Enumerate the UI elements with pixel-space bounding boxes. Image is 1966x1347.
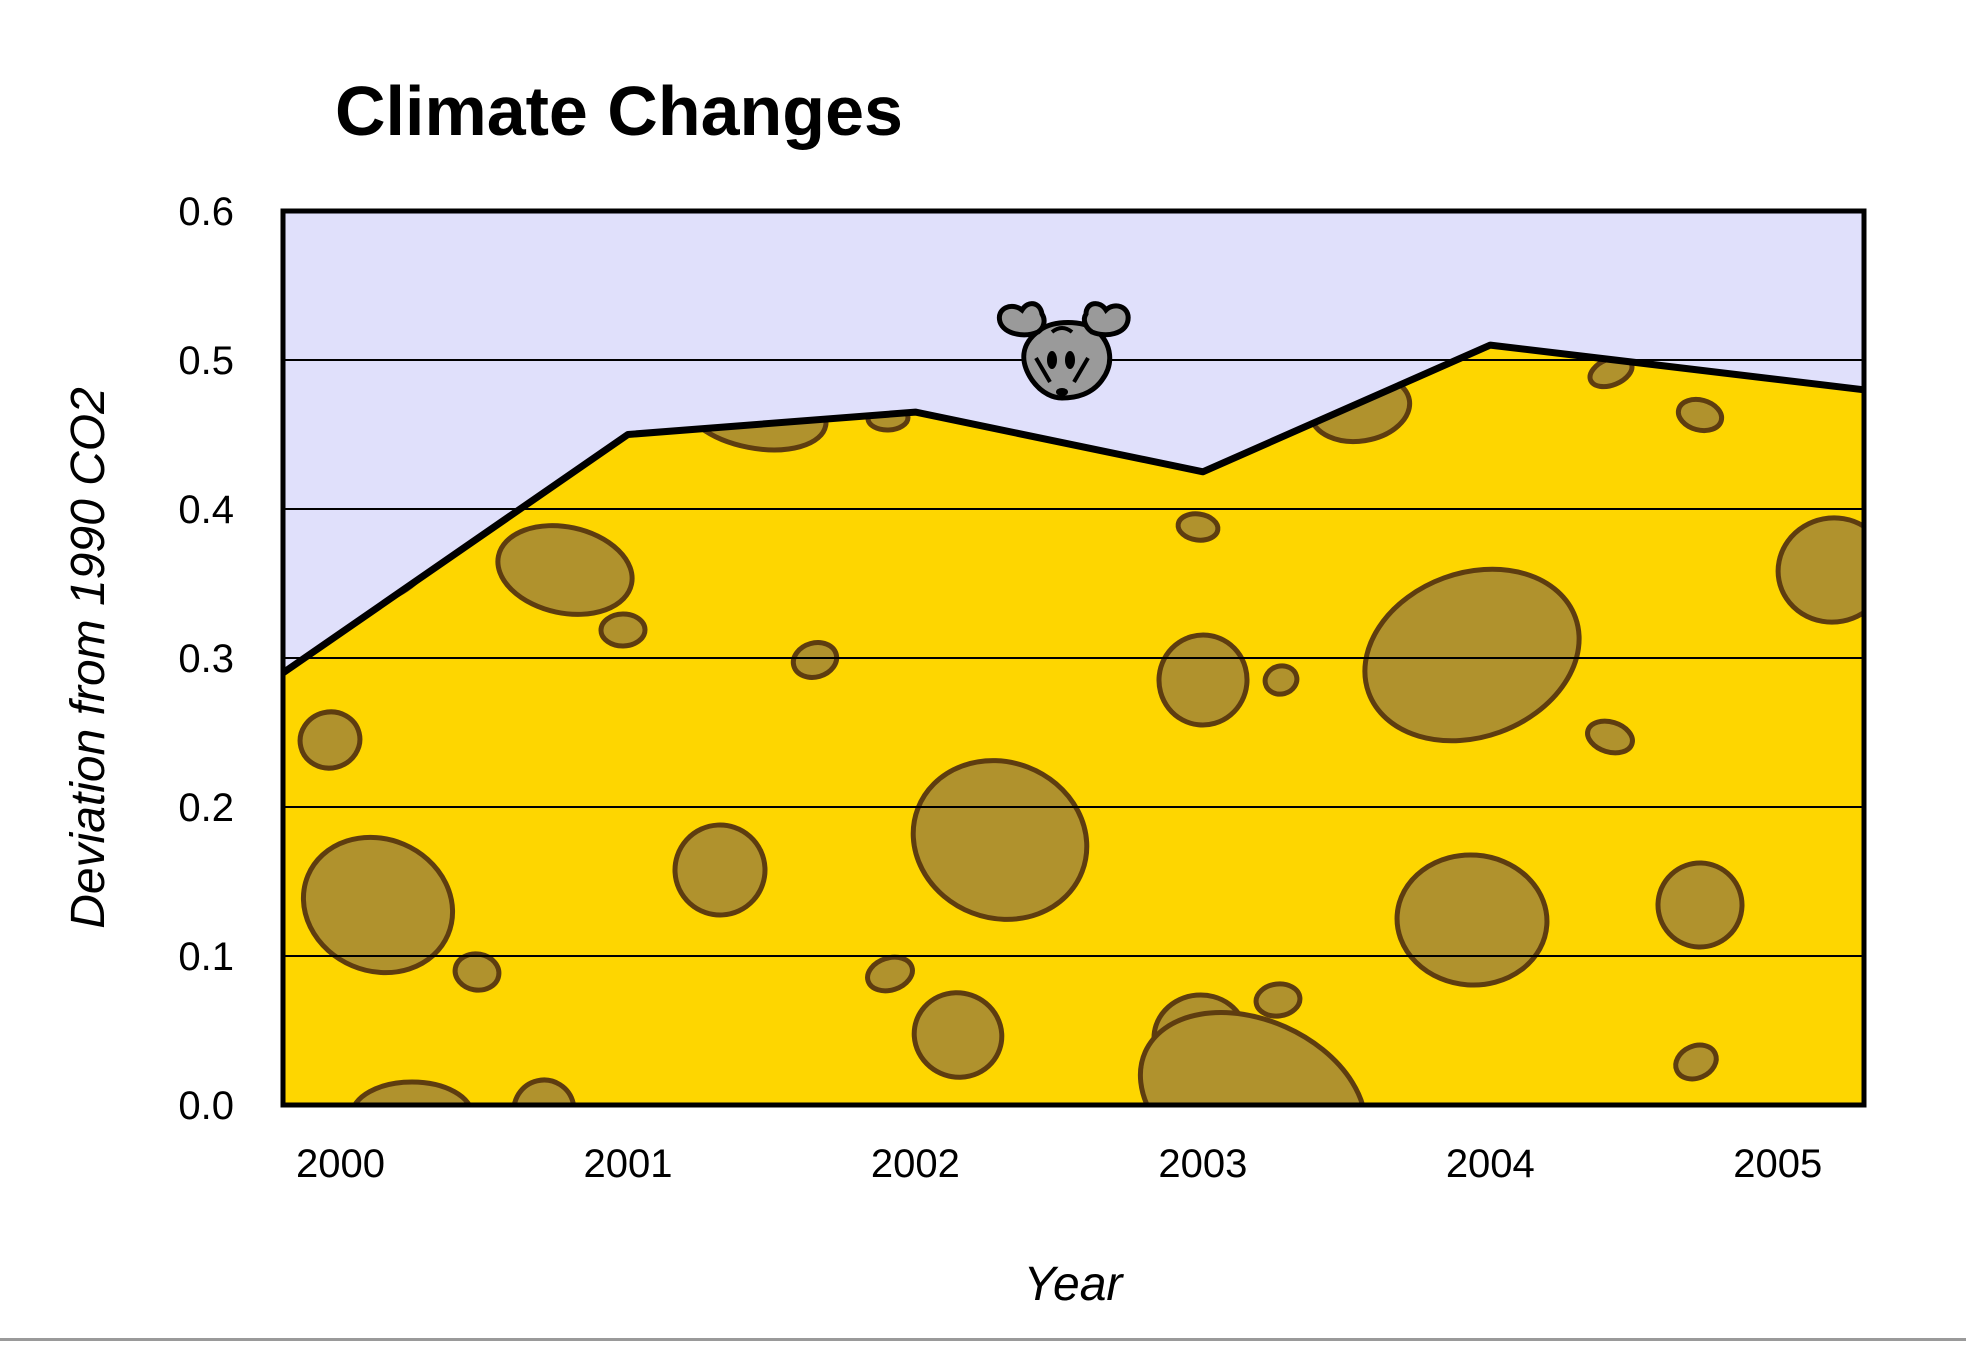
cheese-hole <box>495 523 635 617</box>
y-tick-label: 0.4 <box>178 488 234 532</box>
bottom-divider <box>0 1338 1966 1341</box>
y-tick-label: 0.5 <box>178 339 234 383</box>
y-axis-label: Deviation from 1990 CO2 <box>62 387 115 929</box>
cheese-hole <box>672 822 768 918</box>
plot-frame <box>280 208 1867 1108</box>
cheese-hole <box>1175 511 1221 543</box>
y-tick-label: 0.3 <box>178 637 234 681</box>
x-axis-label: Year <box>1024 1258 1125 1311</box>
cheese-hole <box>790 640 840 680</box>
cheese-hole <box>452 951 502 993</box>
cheese-hole <box>300 834 456 976</box>
cheese-hole <box>1775 515 1864 625</box>
cheese-hole <box>1585 718 1635 756</box>
cheese-hole <box>1655 860 1745 950</box>
cheese-hole <box>1675 396 1725 434</box>
cheese-hole <box>1673 1042 1719 1082</box>
y-tick-label: 0.1 <box>178 935 234 979</box>
cheese-hole <box>1137 1010 1369 1105</box>
cheese-hole <box>1262 663 1300 697</box>
cheese-hole <box>349 1079 475 1105</box>
x-tick-label: 2003 <box>1158 1142 1247 1186</box>
chart-title: Climate Changes <box>335 72 903 150</box>
cheese-hole <box>1394 852 1550 988</box>
y-tick-label: 0.0 <box>178 1084 234 1128</box>
cheese-hole <box>297 709 363 771</box>
x-axis-ticks: 2000 2001 2002 2003 2004 2005 <box>296 1142 1822 1186</box>
x-tick-label: 2004 <box>1446 1142 1535 1186</box>
mouse-icon <box>996 301 1131 401</box>
cheese-hole <box>1362 566 1582 744</box>
x-tick-label: 2002 <box>871 1142 960 1186</box>
x-tick-label: 2000 <box>296 1142 385 1186</box>
series-line <box>281 341 1865 676</box>
cheese-hole <box>911 990 1005 1080</box>
x-tick-label: 2005 <box>1733 1142 1822 1186</box>
cheese-hole <box>1253 981 1303 1019</box>
y-tick-label: 0.6 <box>178 190 234 234</box>
y-tick-label: 0.2 <box>178 786 234 830</box>
cheese-hole <box>910 758 1090 922</box>
x-tick-label: 2001 <box>583 1142 672 1186</box>
y-axis-ticks: 0.0 0.1 0.2 0.3 0.4 0.5 0.6 <box>178 190 234 1128</box>
cheese-hole <box>865 954 915 994</box>
cheese-hole <box>598 611 648 649</box>
